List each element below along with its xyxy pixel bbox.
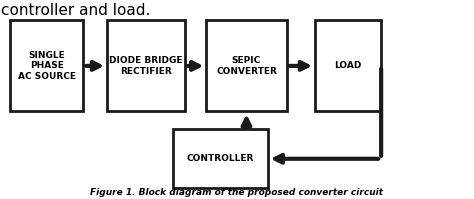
FancyBboxPatch shape [173,129,268,188]
FancyBboxPatch shape [206,20,287,111]
Text: Figure 1. Block diagram of the proposed converter circuit: Figure 1. Block diagram of the proposed … [91,188,383,197]
Text: controller and load.: controller and load. [0,3,150,18]
Text: DIODE BRIDGE
RECTIFIER: DIODE BRIDGE RECTIFIER [109,56,183,76]
Text: CONTROLLER: CONTROLLER [187,154,254,163]
FancyBboxPatch shape [315,20,381,111]
Text: SINGLE
PHASE
AC SOURCE: SINGLE PHASE AC SOURCE [18,51,76,81]
Text: SEPIC
CONVERTER: SEPIC CONVERTER [216,56,277,76]
FancyBboxPatch shape [10,20,83,111]
Text: LOAD: LOAD [334,61,362,70]
FancyBboxPatch shape [107,20,185,111]
